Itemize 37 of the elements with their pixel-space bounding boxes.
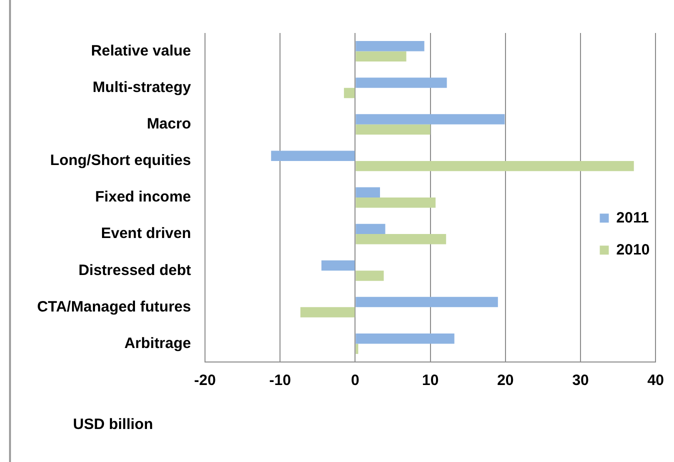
y-tick-label: Long/Short equities <box>50 152 191 170</box>
bar <box>356 224 386 234</box>
y-tick-label: Relative value <box>90 42 191 60</box>
y-tick-label: Distressed debt <box>78 262 191 279</box>
y-tick-label: CTA/Managed futures <box>37 298 191 316</box>
y-tick-label: Event driven <box>100 225 191 242</box>
bar <box>356 41 424 52</box>
y-tick-label: Fixed income <box>95 188 191 206</box>
x-tick-label: 30 <box>572 372 589 390</box>
bar <box>356 114 505 124</box>
bar <box>344 88 355 98</box>
legend-label: 2010 <box>616 241 650 258</box>
bar <box>356 187 380 198</box>
bar <box>356 198 436 208</box>
bar <box>356 270 384 281</box>
bar <box>321 260 355 271</box>
x-tick-label: 20 <box>497 372 514 390</box>
bar <box>356 333 454 344</box>
bar <box>271 150 355 161</box>
bar <box>356 78 447 88</box>
bar <box>300 307 355 318</box>
bar <box>356 51 406 62</box>
bar <box>356 234 446 244</box>
bar <box>356 124 430 135</box>
y-tick-label: Arbitrage <box>124 334 191 352</box>
x-tick-label: 10 <box>422 372 439 390</box>
bar <box>356 160 634 172</box>
x-tick-label: 0 <box>351 372 360 390</box>
bar <box>356 296 498 308</box>
x-tick-label: -10 <box>269 372 291 390</box>
x-axis-title: USD billion <box>73 416 153 434</box>
bar <box>356 344 358 354</box>
x-tick-label: 40 <box>647 372 664 390</box>
x-tick-label: -20 <box>194 372 216 390</box>
y-tick-label: Multi-strategy <box>92 78 192 96</box>
y-tick-label: Macro <box>146 116 191 133</box>
legend-label: 2011 <box>616 209 649 226</box>
